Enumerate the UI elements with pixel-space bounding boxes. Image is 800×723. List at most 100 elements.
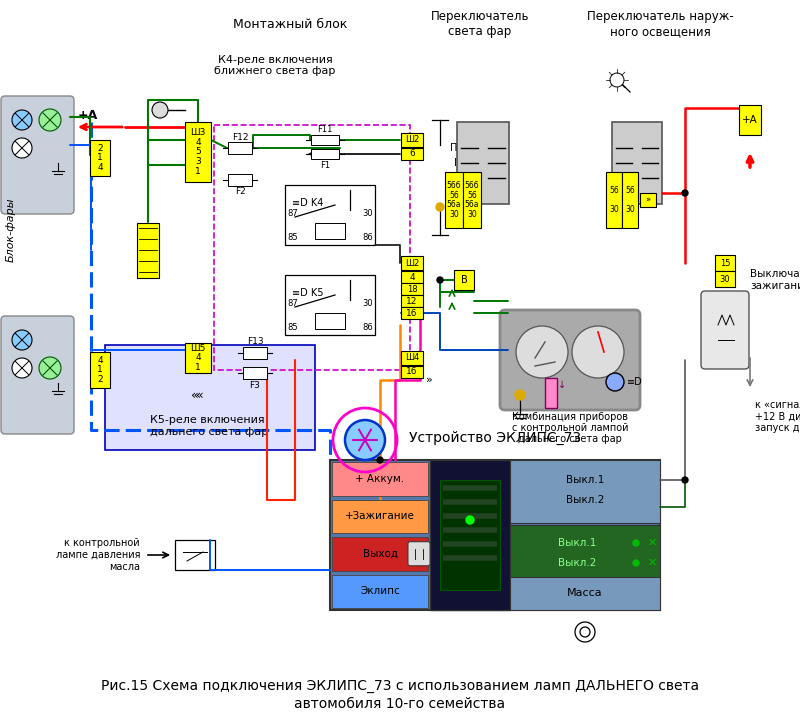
FancyBboxPatch shape — [401, 307, 423, 319]
Text: В: В — [461, 275, 467, 285]
Text: 86: 86 — [362, 233, 373, 241]
Text: 86: 86 — [362, 322, 373, 332]
Text: Ш3
4
5
3
1: Ш3 4 5 3 1 — [190, 128, 206, 176]
Text: Переключатель
света фар: Переключатель света фар — [430, 10, 530, 38]
Bar — [311, 135, 339, 145]
Text: 56

30: 56 30 — [625, 186, 635, 214]
Text: Масса: Масса — [567, 589, 603, 599]
Circle shape — [12, 330, 32, 350]
Text: Ш4: Ш4 — [405, 354, 419, 362]
FancyBboxPatch shape — [332, 462, 428, 495]
FancyBboxPatch shape — [715, 271, 735, 287]
Text: F3: F3 — [250, 380, 261, 390]
Text: ≡D K4: ≡D K4 — [292, 198, 323, 208]
FancyBboxPatch shape — [401, 271, 423, 283]
Text: + Аккум.: + Аккум. — [355, 474, 405, 484]
FancyBboxPatch shape — [739, 105, 761, 135]
FancyBboxPatch shape — [401, 366, 423, 378]
Text: 85: 85 — [287, 322, 298, 332]
Text: ✕: ✕ — [647, 538, 657, 548]
Circle shape — [152, 102, 168, 118]
Circle shape — [633, 540, 639, 546]
Bar — [243, 347, 267, 359]
Text: Монтажный блок: Монтажный блок — [233, 18, 347, 31]
FancyBboxPatch shape — [606, 172, 622, 228]
Text: Рис.15 Схема подключения ЭКЛИПС_73 с использованием ламп ДАЛЬНЕГО света
автомоби: Рис.15 Схема подключения ЭКЛИПС_73 с исп… — [101, 679, 699, 711]
Text: 16: 16 — [406, 309, 418, 317]
Text: ≡D: ≡D — [627, 377, 642, 387]
Text: 12: 12 — [406, 296, 418, 306]
Text: Ш2: Ш2 — [405, 259, 419, 268]
FancyBboxPatch shape — [332, 537, 428, 570]
Bar — [311, 149, 339, 159]
Circle shape — [682, 477, 688, 483]
Text: К5-реле включения
дальнего света фар: К5-реле включения дальнего света фар — [150, 415, 268, 437]
Text: ≡D K5: ≡D K5 — [292, 288, 323, 298]
Text: Переключатель наруж-
ного освещения: Переключатель наруж- ного освещения — [586, 10, 734, 38]
Bar — [175, 540, 215, 570]
Text: 2
1
4: 2 1 4 — [97, 144, 103, 172]
Text: 30: 30 — [362, 208, 373, 218]
Text: Блок-фары: Блок-фары — [6, 198, 16, 262]
Bar — [315, 223, 345, 239]
Circle shape — [516, 326, 568, 378]
FancyBboxPatch shape — [408, 542, 430, 566]
Bar — [228, 174, 252, 186]
Text: 15: 15 — [720, 259, 730, 268]
Bar — [315, 313, 345, 329]
Bar — [243, 367, 267, 379]
Circle shape — [12, 110, 32, 130]
Text: 16: 16 — [406, 367, 418, 377]
Circle shape — [39, 109, 61, 131]
Text: Комбинация приборов
с контрольной лампой
дальнего света фар: Комбинация приборов с контрольной лампой… — [512, 412, 628, 445]
Circle shape — [610, 73, 624, 87]
Text: 30: 30 — [720, 275, 730, 283]
Text: Выкл.2: Выкл.2 — [566, 495, 604, 505]
Text: F12: F12 — [232, 132, 248, 142]
Text: к контрольной
лампе давления
масла: к контрольной лампе давления масла — [55, 539, 140, 572]
Circle shape — [575, 622, 595, 642]
Circle shape — [377, 457, 383, 463]
Circle shape — [633, 560, 639, 566]
FancyBboxPatch shape — [401, 283, 423, 295]
Text: 56б
56
56а
30: 56б 56 56а 30 — [446, 181, 462, 219]
Text: 4
1
2: 4 1 2 — [97, 356, 103, 384]
Circle shape — [606, 373, 624, 391]
Text: к «сигналке»
+12 В дистанционный
запуск двигателя: к «сигналке» +12 В дистанционный запуск … — [755, 400, 800, 433]
Text: П: П — [450, 143, 457, 153]
FancyBboxPatch shape — [715, 255, 735, 271]
Circle shape — [437, 277, 443, 283]
Text: Выход: Выход — [362, 549, 398, 559]
FancyBboxPatch shape — [430, 460, 510, 610]
Text: F1: F1 — [320, 161, 330, 169]
Circle shape — [682, 190, 688, 196]
Text: 0: 0 — [451, 173, 457, 183]
Bar — [285, 185, 375, 245]
FancyBboxPatch shape — [640, 193, 656, 207]
Text: Выкл.1: Выкл.1 — [558, 538, 596, 548]
Text: 87: 87 — [287, 299, 298, 307]
FancyBboxPatch shape — [510, 577, 660, 610]
FancyBboxPatch shape — [332, 575, 428, 608]
Circle shape — [12, 358, 32, 378]
Circle shape — [572, 326, 624, 378]
Circle shape — [12, 138, 32, 158]
Text: К4-реле включения
ближнего света фар: К4-реле включения ближнего света фар — [214, 55, 336, 76]
FancyBboxPatch shape — [401, 351, 423, 365]
FancyBboxPatch shape — [401, 256, 423, 270]
Text: +А: +А — [742, 115, 758, 125]
FancyBboxPatch shape — [401, 133, 423, 147]
FancyBboxPatch shape — [1, 96, 74, 214]
Text: ↓: ↓ — [558, 380, 566, 390]
FancyBboxPatch shape — [440, 480, 500, 590]
Circle shape — [515, 390, 525, 400]
FancyBboxPatch shape — [454, 270, 474, 290]
Text: 87: 87 — [287, 208, 298, 218]
Text: 30: 30 — [362, 299, 373, 307]
FancyBboxPatch shape — [510, 460, 660, 523]
Text: 56б
56
56а
30: 56б 56 56а 30 — [465, 181, 479, 219]
FancyBboxPatch shape — [463, 172, 481, 228]
Text: F2: F2 — [234, 187, 246, 197]
Text: 56

30: 56 30 — [609, 186, 619, 214]
FancyBboxPatch shape — [457, 122, 509, 204]
